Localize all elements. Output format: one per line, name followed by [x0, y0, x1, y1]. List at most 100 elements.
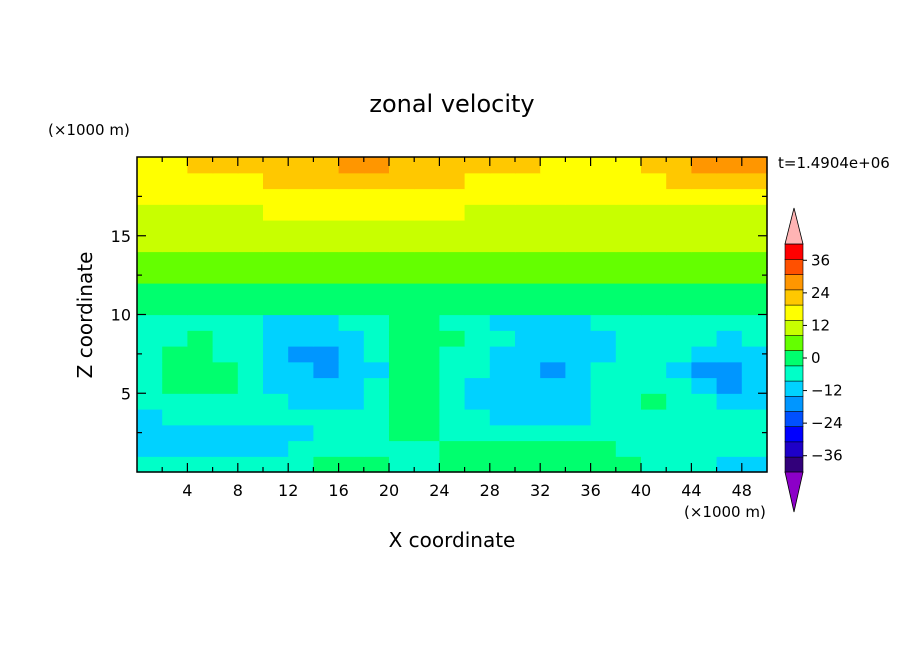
field-cell: [288, 235, 314, 253]
field-cell: [515, 361, 541, 379]
field-cell: [263, 409, 289, 426]
field-cell: [590, 440, 617, 457]
field-cell: [363, 330, 390, 347]
field-cell: [666, 283, 692, 300]
field-cell: [691, 456, 718, 473]
field-cell: [263, 440, 289, 457]
field-cell: [414, 361, 440, 379]
colorbar-tick-label: 24: [811, 284, 830, 302]
field-cell: [515, 456, 541, 473]
colorbar-swatch: [784, 456, 804, 473]
field-cell: [162, 251, 188, 268]
field-cell: [187, 298, 214, 316]
field-cell: [515, 409, 541, 426]
field-cell: [237, 330, 264, 347]
field-cell: [363, 361, 390, 379]
field-cell: [414, 330, 440, 347]
field-cell: [565, 393, 592, 410]
field-cell: [590, 377, 617, 394]
field-cell: [414, 172, 440, 190]
field-cell: [212, 330, 239, 347]
field-cell: [363, 267, 390, 284]
field-cell: [590, 424, 617, 442]
field-cell: [716, 298, 743, 316]
field-cell: [691, 409, 718, 426]
field-cell: [414, 267, 440, 284]
field-cell: [464, 440, 491, 457]
colorbar-tick-label: 0: [811, 349, 821, 367]
y-tick-labels: 5 10 15: [111, 227, 131, 404]
field-cell: [691, 251, 718, 268]
field-cell: [263, 157, 289, 174]
field-cell: [363, 346, 390, 363]
field-cell: [389, 440, 415, 457]
field-cell: [666, 267, 692, 284]
field-cell: [565, 204, 592, 221]
field-cell: [288, 314, 314, 331]
field-cell: [590, 314, 617, 331]
field-cell: [716, 157, 743, 174]
field-cell: [741, 314, 768, 331]
field-cell: [464, 361, 491, 379]
field-cell: [489, 188, 516, 205]
field-cell: [338, 267, 365, 284]
field-cell: [288, 424, 314, 442]
field-cell: [263, 220, 289, 237]
field-cell: [212, 283, 239, 300]
field-cell: [464, 456, 491, 473]
field-cell: [565, 172, 592, 190]
field-cell: [187, 267, 214, 284]
x-axis-label: X coordinate: [389, 528, 516, 552]
field-cell: [666, 440, 692, 457]
field-cell: [716, 377, 743, 394]
field-cell: [641, 235, 667, 253]
field-cell: [716, 267, 743, 284]
field-cell: [414, 456, 440, 473]
field-cell: [489, 409, 516, 426]
field-cell: [237, 440, 264, 457]
y-tick-label: 5: [121, 384, 131, 403]
x-tick-label: 20: [379, 481, 399, 500]
field-cell: [741, 298, 768, 316]
field-cell: [212, 361, 239, 379]
field-cell: [237, 409, 264, 426]
field-cell: [389, 251, 415, 268]
field-cell: [464, 251, 491, 268]
field-cell: [691, 330, 718, 347]
field-cell: [489, 157, 516, 174]
field-cell: [212, 393, 239, 410]
field-cell: [313, 361, 340, 379]
field-cell: [590, 283, 617, 300]
field-cell: [691, 172, 718, 190]
field-cell: [338, 172, 365, 190]
field-cell: [389, 172, 415, 190]
field-cell: [641, 377, 667, 394]
field-cell: [666, 204, 692, 221]
field-cell: [288, 283, 314, 300]
field-cell: [691, 424, 718, 442]
field-cell: [540, 157, 566, 174]
field-cell: [162, 346, 188, 363]
field-cell: [590, 393, 617, 410]
field-cell: [716, 172, 743, 190]
field-cell: [439, 346, 466, 363]
field-cell: [137, 330, 163, 347]
field-cell: [389, 330, 415, 347]
field-cell: [590, 157, 617, 174]
field-cell: [288, 172, 314, 190]
field-cell: [540, 235, 566, 253]
field-cell: [187, 172, 214, 190]
field-cell: [641, 188, 667, 205]
field-cell: [590, 204, 617, 221]
field-cell: [162, 204, 188, 221]
field-cell: [666, 393, 692, 410]
field-cell: [389, 235, 415, 253]
field-cell: [162, 330, 188, 347]
colorbar-swatch: [784, 395, 804, 412]
colorbar-swatch: [784, 334, 804, 352]
field-cell: [464, 172, 491, 190]
field-cell: [212, 188, 239, 205]
field-cell: [338, 283, 365, 300]
field-cell: [212, 298, 239, 316]
field-cell: [338, 456, 365, 473]
